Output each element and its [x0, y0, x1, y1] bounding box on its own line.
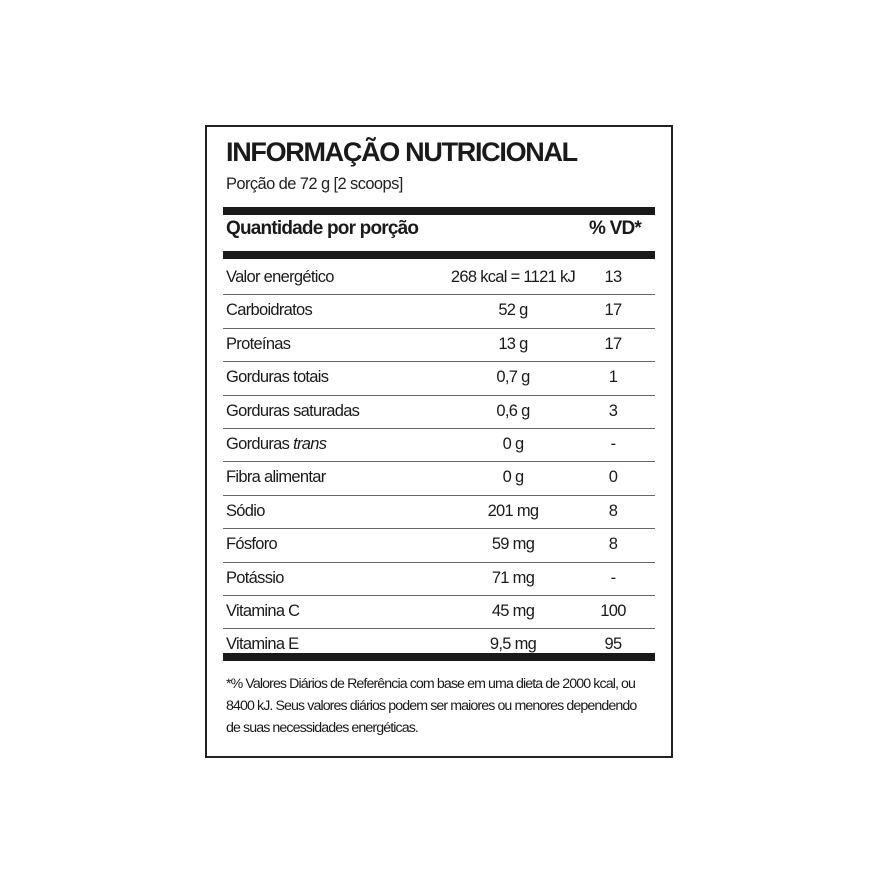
table-row: Carboidratos 52 g 17 — [223, 295, 655, 329]
nutrient-vd: 0 — [608, 468, 618, 487]
nutrient-vd: 95 — [604, 635, 623, 654]
nutrient-name-text: Gorduras totais — [226, 368, 329, 387]
nutrient-vd: - — [610, 434, 616, 453]
nutrient-name-text: Fósforo — [226, 535, 278, 554]
table-row: Vitamina E 9,5 mg 95 — [223, 629, 655, 661]
nutrient-vd: 100 — [600, 601, 626, 620]
nutrient-vd: - — [610, 568, 616, 587]
nutrient-name-text: Carboidratos — [226, 301, 313, 320]
footnote: *% Valores Diários de Referência com bas… — [226, 676, 637, 736]
nutrient-name-text: Gorduras saturadas — [226, 401, 360, 420]
nutrient-name: Gorduras trans — [226, 434, 327, 454]
nutrient-amount: 45 mg — [491, 601, 535, 620]
nutrient-name: Gorduras totais — [226, 368, 329, 387]
nutrient-amount: 0 g — [502, 468, 525, 487]
divider-thick — [223, 207, 655, 215]
nutrient-amount: 71 mg — [491, 568, 535, 587]
nutrient-name-italic: trans — [293, 434, 327, 453]
header-vd: % VD* — [589, 218, 642, 239]
nutrient-vd: 8 — [608, 535, 618, 554]
nutrient-vd: 17 — [604, 301, 623, 320]
nutrition-facts-label: INFORMAÇÃO NUTRICIONAL Porção de 72 g [2… — [205, 125, 673, 758]
nutrient-name-text: Fibra alimentar — [226, 468, 326, 487]
label-title: INFORMAÇÃO NUTRICIONAL — [226, 137, 578, 167]
table-row: Fósforo 59 mg 8 — [223, 529, 655, 563]
nutrient-name: Fibra alimentar — [226, 468, 326, 487]
nutrient-name-text: Valor energético — [226, 268, 334, 286]
nutrient-amount: 9,5 mg — [489, 635, 537, 654]
nutrient-amount: 0 g — [502, 434, 525, 453]
table-row: Gorduras totais 0,7 g 1 — [223, 362, 655, 396]
nutrient-vd: 8 — [608, 501, 618, 520]
table-row: Sódio 201 mg 8 — [223, 496, 655, 530]
nutrient-name-text: Vitamina C — [226, 601, 300, 620]
serving-size: Porção de 72 g [2 scoops] — [226, 175, 403, 193]
table-row: Vitamina C 45 mg 100 — [223, 596, 655, 630]
table-row: Potássio 71 mg - — [223, 563, 655, 596]
nutrient-amount: 268 kcal = 1121 kJ — [450, 268, 576, 286]
nutrient-amount: 0,7 g — [496, 368, 530, 387]
nutrient-name-text: Gorduras — [226, 434, 290, 453]
table-row: Gorduras saturadas 0,6 g 3 — [223, 396, 655, 429]
table-row: Proteínas 13 g 17 — [223, 329, 655, 363]
nutrient-name: Vitamina C — [226, 601, 300, 621]
nutrient-amount: 201 mg — [487, 501, 540, 520]
nutrient-name-text: Sódio — [226, 501, 265, 520]
nutrient-name: Proteínas — [226, 334, 291, 354]
nutrient-name: Sódio — [226, 502, 265, 521]
nutrient-amount: 13 g — [498, 334, 528, 353]
table-row: Valor energético 268 kcal = 1121 kJ 13 — [223, 262, 655, 296]
nutrient-vd: 1 — [608, 368, 618, 387]
nutrient-table: Valor energético 268 kcal = 1121 kJ 13 Carb… — [223, 262, 655, 662]
nutrient-name: Fósforo — [226, 535, 278, 554]
nutrient-vd: 3 — [608, 401, 618, 420]
table-row: Gorduras trans 0 g - — [223, 429, 655, 463]
nutrient-amount: 0,6 g — [496, 401, 530, 420]
divider-thick — [223, 653, 655, 661]
divider-thick — [223, 251, 655, 259]
nutrient-amount: 59 mg — [491, 535, 535, 554]
nutrient-amount: 52 g — [498, 301, 528, 320]
nutrient-vd: 13 — [604, 268, 623, 286]
nutrient-name-text: Potássio — [226, 568, 284, 587]
nutrient-name-text: Vitamina E — [226, 635, 299, 654]
table-row: Fibra alimentar 0 g 0 — [223, 462, 655, 496]
table-header: Quantidade por porção % VD* — [226, 218, 655, 246]
nutrient-name: Gorduras saturadas — [226, 401, 360, 421]
nutrient-name: Potássio — [226, 569, 284, 588]
header-quantity: Quantidade por porção — [226, 218, 419, 239]
nutrient-name: Vitamina E — [226, 635, 299, 654]
nutrient-name: Carboidratos — [226, 301, 313, 320]
nutrient-vd: 17 — [604, 334, 623, 353]
nutrient-name: Valor energético — [226, 268, 334, 287]
nutrient-name-text: Proteínas — [226, 334, 291, 353]
